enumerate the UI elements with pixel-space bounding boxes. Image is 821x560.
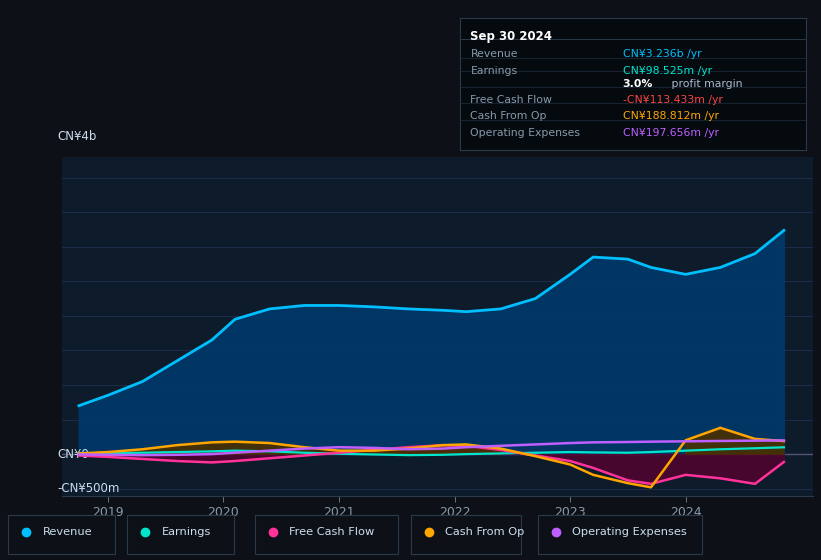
Text: 3.0%: 3.0%: [622, 79, 653, 89]
Text: Sep 30 2024: Sep 30 2024: [470, 30, 553, 43]
Text: -CN¥500m: -CN¥500m: [57, 482, 120, 495]
Text: Cash From Op: Cash From Op: [445, 527, 525, 537]
Text: Cash From Op: Cash From Op: [470, 111, 547, 121]
Text: CN¥197.656m /yr: CN¥197.656m /yr: [622, 128, 718, 138]
Text: Revenue: Revenue: [470, 49, 518, 59]
Text: -CN¥113.433m /yr: -CN¥113.433m /yr: [622, 95, 722, 105]
Text: Operating Expenses: Operating Expenses: [470, 128, 580, 138]
Text: Free Cash Flow: Free Cash Flow: [470, 95, 553, 105]
Text: CN¥188.812m /yr: CN¥188.812m /yr: [622, 111, 718, 121]
Text: Earnings: Earnings: [162, 527, 211, 537]
Text: Operating Expenses: Operating Expenses: [572, 527, 687, 537]
Text: CN¥3.236b /yr: CN¥3.236b /yr: [622, 49, 701, 59]
Text: CN¥98.525m /yr: CN¥98.525m /yr: [622, 66, 712, 76]
Text: CN¥4b: CN¥4b: [57, 130, 97, 143]
Text: profit margin: profit margin: [667, 79, 742, 89]
Text: CN¥0: CN¥0: [57, 447, 89, 461]
Text: Revenue: Revenue: [43, 527, 92, 537]
Text: Free Cash Flow: Free Cash Flow: [289, 527, 374, 537]
Text: Earnings: Earnings: [470, 66, 517, 76]
